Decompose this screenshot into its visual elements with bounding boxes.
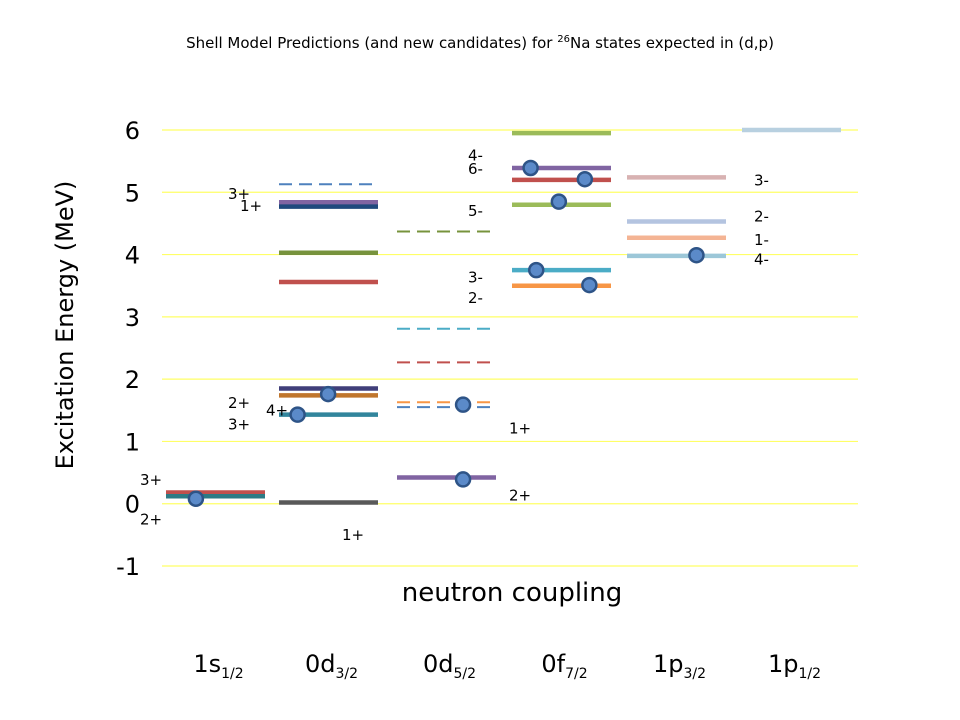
y-tick-label: 5 [125, 179, 140, 207]
level-lines [166, 127, 841, 505]
chart-title-superscript: 26 [557, 34, 570, 45]
category-label: 0f7/2 [541, 650, 587, 682]
spin-parity-label: 4- [468, 147, 483, 165]
spin-parity-label: 1- [754, 231, 769, 249]
chart-title-suffix: Na states expected in (d,p) [569, 34, 774, 52]
category-subscript: 3/2 [335, 665, 359, 682]
spin-parity-label: 4+ [266, 401, 288, 419]
candidate-marker [454, 396, 472, 413]
category-label: 0d3/2 [305, 650, 358, 682]
grid-lines [162, 129, 858, 567]
candidate-marker [581, 276, 598, 294]
candidate-marker [319, 385, 337, 403]
chart-title: Shell Model Predictions (and new candida… [0, 34, 960, 52]
category-subscript: 7/2 [565, 665, 588, 682]
spin-parity-labels: 3+2+3+1+2+ 4+3+1+4-6-5-3-2-1+2+3-2-1-4- [140, 147, 769, 544]
y-tick-label: 4 [125, 242, 140, 270]
category-label: 1s1/2 [193, 650, 243, 682]
category-main: 1s [193, 650, 222, 678]
candidate-marker [454, 471, 472, 488]
spin-parity-label: 2+ [228, 394, 250, 412]
spin-parity-label: 6- [468, 160, 483, 178]
y-tick-label: 1 [125, 428, 140, 456]
candidate-marker [528, 261, 545, 279]
spin-parity-label: 2- [468, 289, 483, 307]
y-axis-label: Excitation Energy (MeV) [51, 181, 79, 470]
chart-title-text: Shell Model Predictions (and new candida… [186, 34, 558, 52]
spin-parity-label: 2+ [509, 487, 531, 505]
category-main: 0d [422, 650, 454, 678]
spin-parity-label: 1+ [342, 526, 364, 544]
y-tick-label: 2 [125, 366, 140, 394]
y-axis-ticks: -1 0 1 2 3 4 5 6 [116, 117, 140, 581]
spin-parity-label: 1+ [509, 419, 531, 437]
category-main: 1p [767, 650, 799, 678]
candidate-markers [187, 159, 705, 507]
candidate-marker [576, 170, 594, 188]
y-tick-label: 0 [125, 491, 140, 519]
category-subscript: 5/2 [453, 665, 477, 682]
spin-parity-label: 3- [754, 171, 769, 189]
spin-parity-label: 5- [468, 202, 483, 220]
category-subscript: 1/2 [798, 665, 822, 682]
spin-parity-label: 3+ [140, 471, 162, 489]
spin-parity-label: 2- [754, 208, 769, 226]
category-main: 0f [541, 650, 566, 678]
y-tick-label: 3 [125, 304, 140, 332]
category-labels: 1s1/2 0d3/2 0d5/2 0f7/2 1p3/2 1p1/2 [0, 650, 960, 690]
candidate-marker [688, 246, 705, 264]
x-axis-label: neutron coupling [402, 578, 623, 608]
category-main: 1p [652, 650, 684, 678]
spin-parity-label: 3+ [228, 416, 250, 434]
candidate-marker [522, 159, 539, 177]
category-label: 0d5/2 [423, 650, 476, 682]
category-main: 0d [304, 650, 336, 678]
candidate-marker [289, 406, 306, 423]
spin-parity-label: 1+ [240, 197, 262, 215]
category-label: 1p1/2 [768, 650, 821, 682]
category-label: 1p3/2 [653, 650, 706, 682]
y-tick-label: 6 [125, 117, 140, 145]
category-subscript: 3/2 [683, 665, 707, 682]
spin-parity-label: 3- [468, 269, 483, 287]
candidate-marker [187, 490, 205, 507]
category-subscript: 1/2 [221, 665, 244, 682]
y-tick-label: -1 [116, 553, 140, 581]
candidate-marker [550, 193, 568, 210]
spin-parity-label: 3+ [228, 185, 250, 203]
spin-parity-label: 4- [754, 251, 769, 269]
spin-parity-label: 2+ [140, 510, 162, 528]
